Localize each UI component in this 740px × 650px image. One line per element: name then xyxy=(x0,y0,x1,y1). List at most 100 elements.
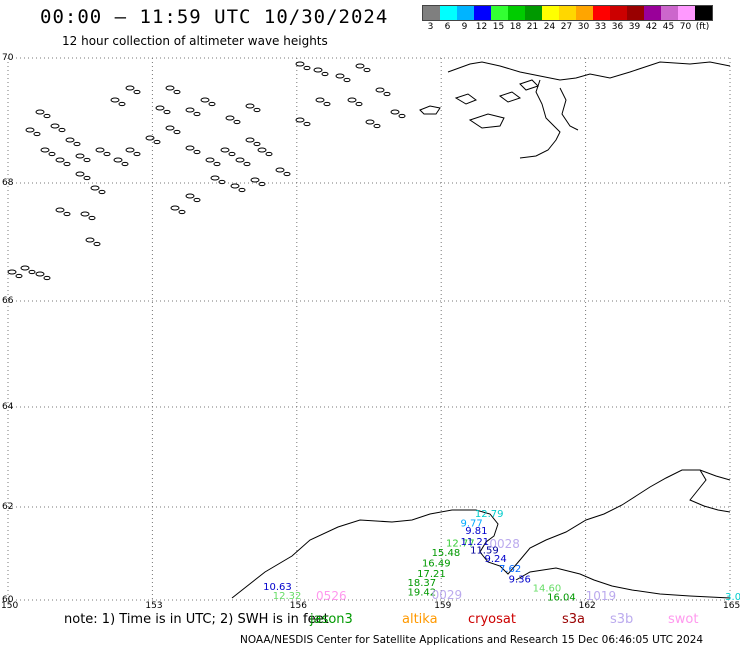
legend-label: 30 xyxy=(577,22,590,32)
legend-label: 6 xyxy=(444,22,451,32)
lake-outline xyxy=(230,183,240,189)
lon-tick-label: 162 xyxy=(578,601,596,611)
lake-outline xyxy=(233,119,241,125)
lake-outline xyxy=(213,161,221,167)
lake-outline xyxy=(178,209,186,215)
lake-outline xyxy=(355,63,365,69)
lake-outline xyxy=(258,181,266,187)
lake-outline xyxy=(33,131,41,137)
lat-tick-label: 68 xyxy=(2,178,14,188)
lake-outline xyxy=(20,265,30,271)
legend-swatch xyxy=(508,6,525,20)
lake-outline xyxy=(243,161,251,167)
lake-outline xyxy=(63,211,71,217)
mission-label-s3b: s3b xyxy=(610,612,634,627)
swh-label: 9.81 xyxy=(465,526,487,537)
lon-tick-label: 159 xyxy=(434,601,452,611)
lake-outline xyxy=(173,129,181,135)
coastline-segment xyxy=(454,93,478,105)
legend-label: 27 xyxy=(560,22,573,32)
lake-outline xyxy=(323,101,331,107)
swh-label: 9.24 xyxy=(485,554,507,565)
lake-outline xyxy=(90,185,100,191)
lake-outline xyxy=(283,171,291,177)
lake-outline xyxy=(153,139,161,145)
lake-outline xyxy=(185,107,195,113)
legend-swatch xyxy=(559,6,576,20)
lake-outline xyxy=(55,207,65,213)
lat-tick-label: 62 xyxy=(2,502,14,512)
legend-label: 18 xyxy=(509,22,522,32)
lake-outline xyxy=(43,275,51,281)
legend-swatch xyxy=(695,6,712,20)
lat-tick-label: 70 xyxy=(2,53,14,63)
coastline xyxy=(7,61,731,599)
lake-outline xyxy=(35,271,45,277)
lake-outline xyxy=(210,175,220,181)
lake-outline xyxy=(315,97,325,103)
swh-label: 0028 xyxy=(489,537,520,551)
note-text: note: 1) Time is in UTC; 2) SWH is in fe… xyxy=(64,612,329,627)
lake-outline xyxy=(238,187,246,193)
swh-label: 19.42 xyxy=(408,587,437,598)
legend-swatch xyxy=(644,6,661,20)
lake-outline xyxy=(65,137,75,143)
lake-outline xyxy=(335,73,345,79)
lake-outline xyxy=(28,269,36,275)
coastline-segment xyxy=(419,105,441,115)
legend-label: 33 xyxy=(594,22,607,32)
lake-outline xyxy=(343,77,351,83)
mission-label-s3a: s3a xyxy=(562,612,586,627)
lake-outline xyxy=(25,127,35,133)
legend-label: 3 xyxy=(427,22,434,32)
legend-swatch xyxy=(593,6,610,20)
lon-tick-label: 153 xyxy=(145,601,163,611)
lake-outline xyxy=(303,65,311,71)
legend-label: 70 xyxy=(679,22,692,32)
lake-outline xyxy=(73,141,81,147)
lake-outline xyxy=(275,167,285,173)
coastline-segment xyxy=(559,87,579,131)
lake-outline xyxy=(265,151,273,157)
swh-label: 10.63 xyxy=(263,582,292,593)
lake-outline xyxy=(218,179,226,185)
lake-outline xyxy=(220,147,230,153)
lake-outline xyxy=(253,141,261,147)
swh-label: 7.62 xyxy=(499,564,521,575)
lake-outline xyxy=(125,85,135,91)
legend-swatch xyxy=(542,6,559,20)
coastline-segment xyxy=(447,61,731,81)
legend-label: 12 xyxy=(475,22,488,32)
lat-tick-label: 66 xyxy=(2,296,14,306)
lake-outline xyxy=(88,215,96,221)
swh-label: 14.60 xyxy=(533,584,562,595)
swh-label: 11.59 xyxy=(470,546,499,557)
swh-label: 0029 xyxy=(432,588,463,602)
coastline-segment xyxy=(689,469,731,513)
lake-outline xyxy=(170,205,180,211)
color-legend: 3 6 9 12 15 18 21 24 27 30 33 36 39 42 45 70 (ft) xyxy=(422,5,713,32)
lake-outline xyxy=(225,115,235,121)
lake-outline xyxy=(373,123,381,129)
legend-swatch xyxy=(576,6,593,20)
lake-outline xyxy=(80,211,90,217)
lake-outline xyxy=(133,89,141,95)
lake-outline xyxy=(313,67,323,73)
swh-label: 16.49 xyxy=(422,559,451,570)
lake-outline xyxy=(173,89,181,95)
lake-outline xyxy=(118,101,126,107)
lake-outline xyxy=(35,109,45,115)
legend-label: 39 xyxy=(628,22,641,32)
legend-swatch xyxy=(474,6,491,20)
swh-label: 11.21 xyxy=(460,537,489,548)
footer-credit: NOAA/NESDIS Center for Satellite Applica… xyxy=(240,634,704,646)
lake-outline xyxy=(7,269,17,275)
lake-outline xyxy=(165,125,175,131)
lake-outline xyxy=(250,177,260,183)
lat-tick-label: 60 xyxy=(2,595,14,605)
lake-outline xyxy=(295,117,305,123)
lake-outline xyxy=(103,151,111,157)
swh-label: 12.32 xyxy=(273,591,302,602)
legend-swatch xyxy=(627,6,644,20)
lake-outline xyxy=(98,189,106,195)
